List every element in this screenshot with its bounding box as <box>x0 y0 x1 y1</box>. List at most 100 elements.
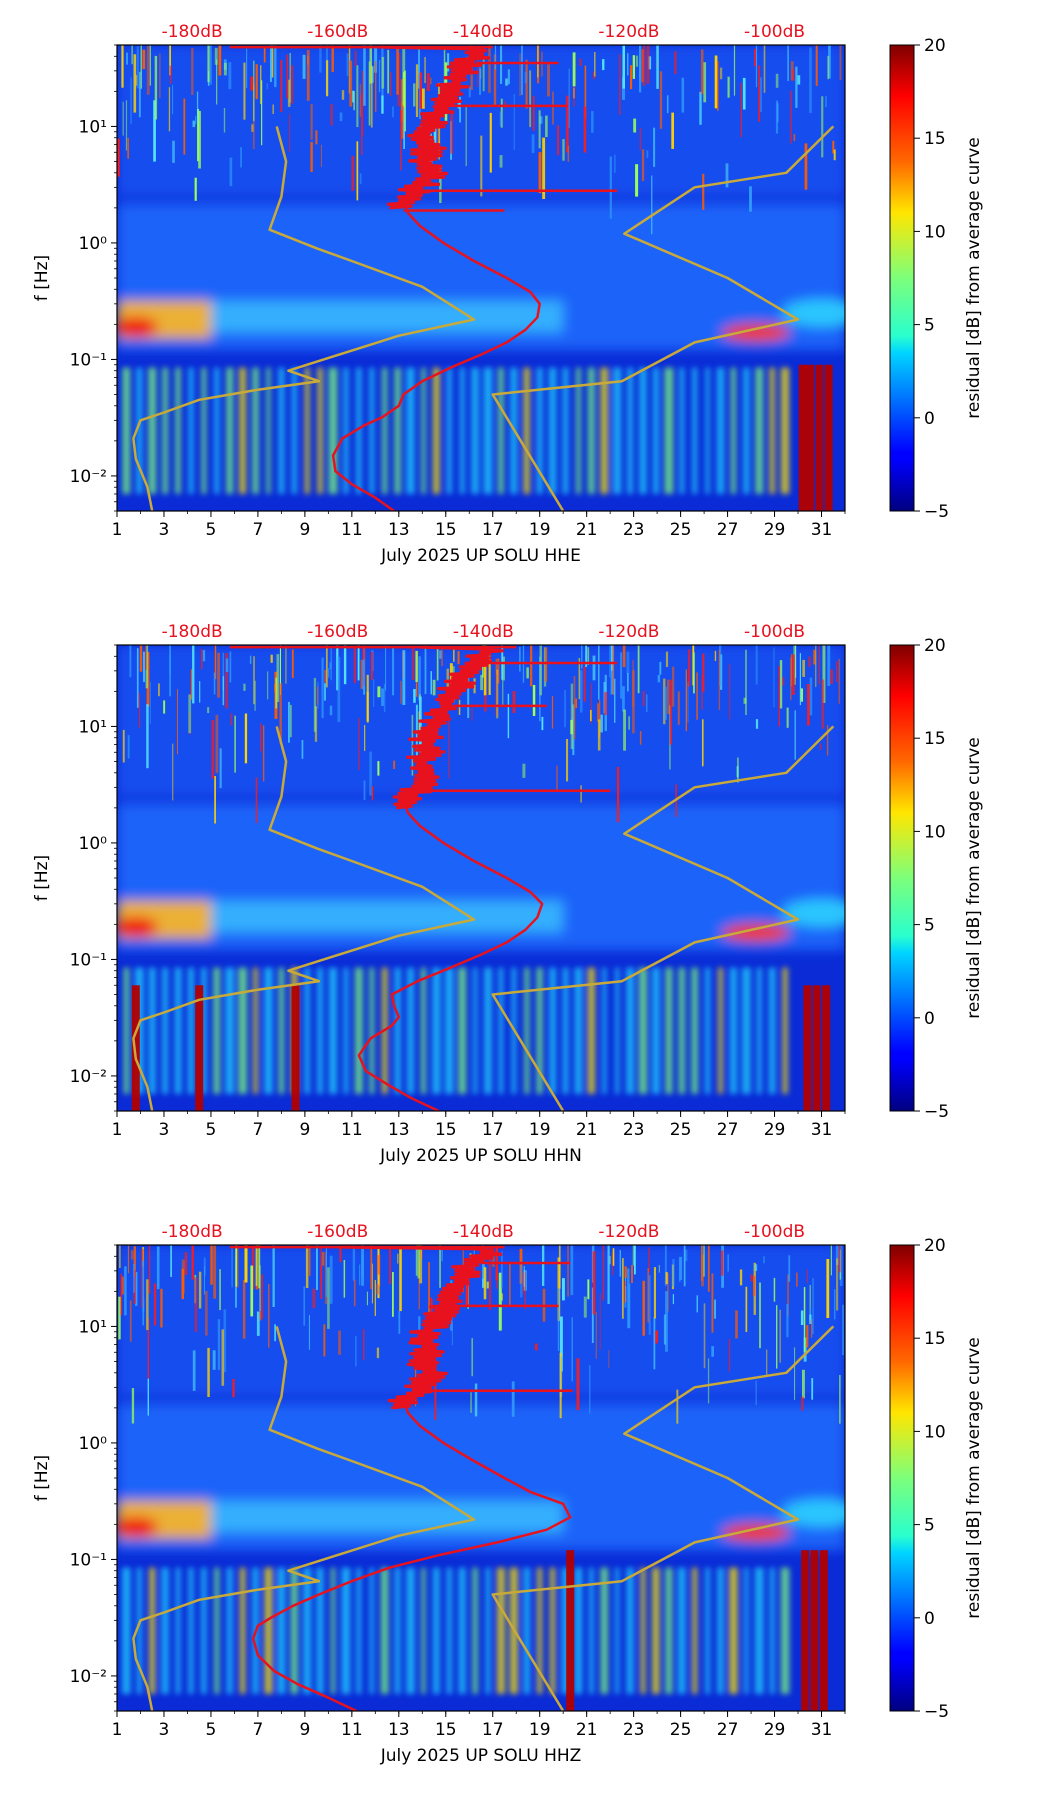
streak <box>306 50 310 101</box>
y-tick-label: 10⁻² <box>70 467 107 487</box>
streak <box>279 683 282 745</box>
storm-core <box>117 316 158 337</box>
streak <box>230 713 233 726</box>
db-scale-label: -120dB <box>598 1222 659 1242</box>
streak <box>190 669 193 700</box>
streak <box>804 143 808 190</box>
streak <box>398 1311 401 1334</box>
streak <box>263 47 266 63</box>
streak <box>223 108 226 133</box>
streak <box>371 1263 373 1304</box>
x-tick-label: 9 <box>299 1120 310 1140</box>
streak <box>146 1279 149 1331</box>
streak <box>539 645 542 696</box>
streak <box>787 1274 789 1317</box>
streak <box>672 666 675 707</box>
streak <box>488 45 491 93</box>
lobe <box>226 367 234 494</box>
streak <box>538 152 542 194</box>
lobe <box>755 367 764 494</box>
streak <box>135 74 138 86</box>
streak <box>575 698 577 709</box>
lobe <box>496 1567 505 1694</box>
streak <box>818 645 820 685</box>
streak <box>457 651 460 665</box>
streak <box>637 645 640 694</box>
x-tick-label: 25 <box>670 1720 692 1740</box>
lobe <box>304 967 310 1094</box>
streak <box>648 56 652 70</box>
streak <box>839 1375 841 1424</box>
lobe <box>561 1567 570 1694</box>
lobe <box>615 1567 620 1694</box>
streak <box>359 1264 361 1286</box>
streak <box>341 90 345 100</box>
streak <box>653 1267 656 1319</box>
lobe <box>226 1567 233 1694</box>
streak <box>259 1265 261 1312</box>
streak <box>321 657 324 719</box>
streak <box>172 140 175 163</box>
streak <box>364 725 366 751</box>
streak <box>253 60 255 122</box>
x-tick-label: 23 <box>623 1720 645 1740</box>
lobe <box>744 1567 749 1694</box>
streak <box>488 1255 492 1310</box>
streak <box>250 76 254 91</box>
streak <box>439 1245 441 1288</box>
streak <box>453 646 455 662</box>
streak <box>721 1250 724 1276</box>
lobe <box>705 367 710 494</box>
streak <box>225 653 229 709</box>
streak <box>377 761 380 776</box>
streak <box>272 1245 275 1307</box>
streak <box>810 1307 812 1320</box>
colorbar-tick-label: 15 <box>924 729 946 749</box>
streak <box>122 729 125 763</box>
streak <box>656 45 659 89</box>
band-late <box>781 299 845 328</box>
x-tick-label: 31 <box>811 1120 833 1140</box>
streak <box>512 691 516 713</box>
streak <box>436 646 439 681</box>
lobe <box>406 1567 415 1694</box>
lobe <box>549 967 556 1094</box>
colorbar-tick-label: 0 <box>924 1009 935 1029</box>
streak <box>214 645 217 680</box>
streak <box>496 669 499 719</box>
streak <box>266 83 268 90</box>
streak <box>244 713 248 764</box>
streak <box>473 678 476 694</box>
lobe <box>627 367 633 494</box>
streak <box>366 691 369 722</box>
lobe <box>730 367 736 494</box>
streak <box>792 69 795 81</box>
colorbar-tick-label: 20 <box>924 1236 946 1256</box>
streak <box>169 645 171 697</box>
streak <box>276 654 280 702</box>
streak <box>711 1273 714 1333</box>
streak <box>519 646 521 672</box>
streak <box>194 177 197 201</box>
streak <box>336 645 339 691</box>
streak <box>627 1283 631 1329</box>
streak <box>500 45 503 84</box>
y-tick-label: 10¹ <box>79 1317 107 1337</box>
streak <box>133 54 137 113</box>
streak <box>369 45 372 84</box>
streak <box>471 1338 473 1377</box>
streak <box>815 645 817 687</box>
lobe <box>148 367 157 494</box>
streak <box>337 656 341 723</box>
lobe <box>187 967 195 1094</box>
hot-column <box>803 985 812 1111</box>
lobe <box>369 967 375 1094</box>
lobe <box>705 1567 710 1694</box>
streak <box>707 1358 710 1404</box>
y-axis-label: f [Hz] <box>32 855 52 901</box>
streak <box>329 705 333 716</box>
streak <box>545 115 548 137</box>
colorbar-tick-label: −5 <box>924 1702 949 1722</box>
streak <box>838 658 840 704</box>
streak <box>701 1245 703 1281</box>
